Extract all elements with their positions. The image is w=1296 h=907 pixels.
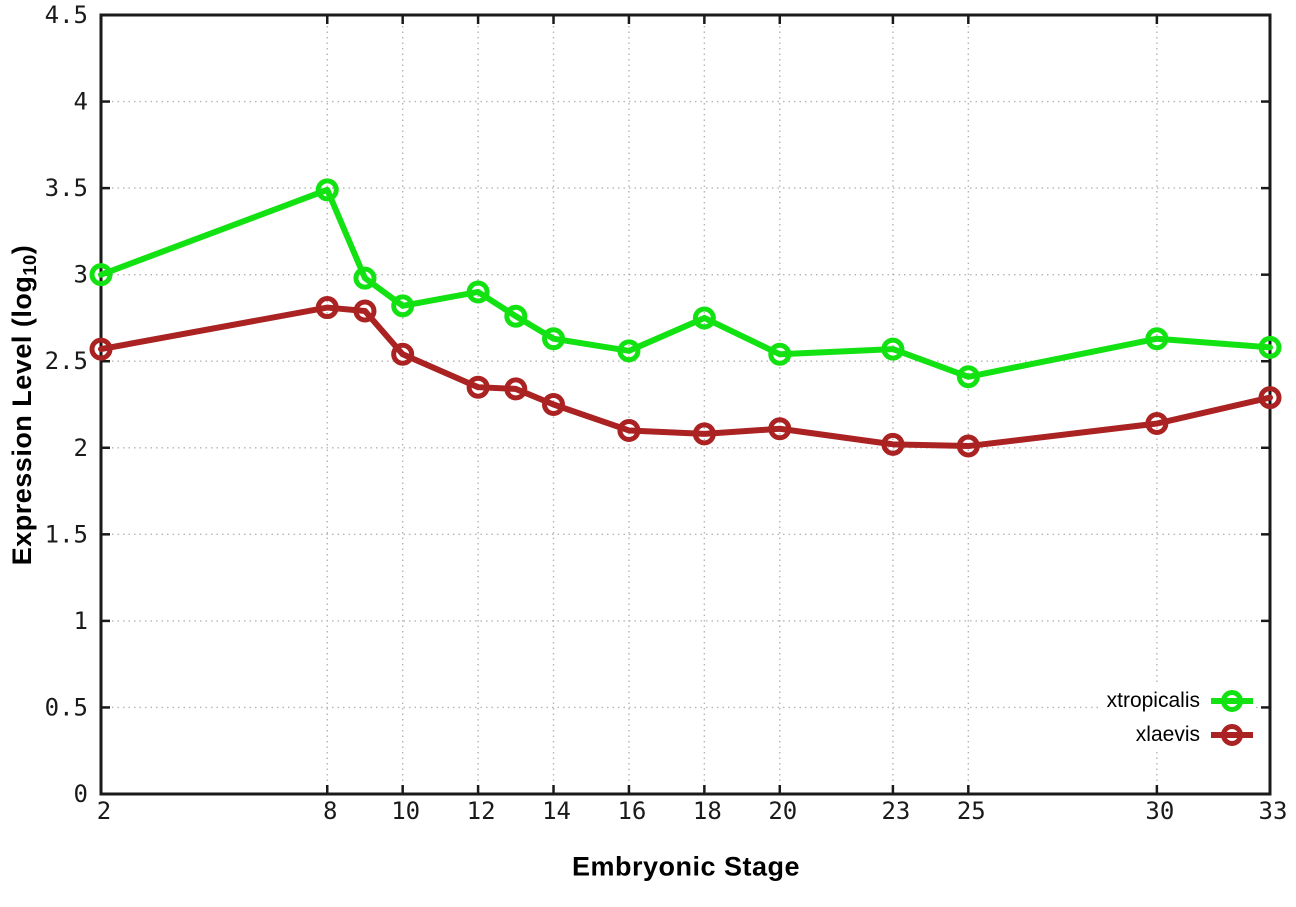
data-point-xlaevis bbox=[542, 393, 566, 416]
data-point-xtropicalis bbox=[881, 337, 905, 361]
data-point-xtropicalis bbox=[89, 263, 113, 287]
y-tick-label: 1.5 bbox=[45, 520, 88, 548]
y-axis-title: Expression Level (log10) bbox=[7, 245, 41, 566]
x-tick-label: 10 bbox=[391, 797, 420, 825]
data-point-xlaevis bbox=[692, 422, 716, 446]
x-tick-label: 8 bbox=[323, 797, 337, 825]
y-tick-label: 2 bbox=[74, 434, 88, 462]
legend: xtropicalis xlaevis bbox=[1100, 686, 1254, 750]
data-point-xlaevis bbox=[956, 434, 980, 458]
x-tick-label: 33 bbox=[1259, 797, 1288, 825]
data-point-xlaevis bbox=[391, 342, 415, 366]
legend-label-xtropicalis: xtropicalis bbox=[1106, 689, 1200, 712]
data-point-xtropicalis bbox=[1258, 335, 1282, 359]
y-axis-title-main: Expression Level (log bbox=[7, 275, 37, 566]
y-tick-label: 4 bbox=[74, 88, 88, 116]
y-tick-label: 3 bbox=[74, 261, 88, 289]
legend-marker-xtropicalis-icon bbox=[1211, 690, 1253, 712]
data-point-xtropicalis bbox=[466, 280, 490, 304]
data-point-xtropicalis bbox=[353, 266, 377, 290]
data-point-xlaevis bbox=[89, 337, 113, 361]
data-point-xlaevis bbox=[1145, 412, 1169, 436]
data-point-xtropicalis bbox=[542, 327, 566, 351]
data-point-xlaevis bbox=[1258, 386, 1282, 410]
data-point-xlaevis bbox=[881, 432, 905, 456]
legend-marker-xlaevis-icon bbox=[1211, 724, 1253, 746]
x-tick-label: 12 bbox=[467, 797, 496, 825]
y-axis-title-subscript: 10 bbox=[19, 254, 40, 276]
legend-item-xtropicalis: xtropicalis bbox=[1107, 686, 1254, 716]
series-line-xtropicalis bbox=[98, 186, 1273, 380]
data-point-xtropicalis bbox=[617, 339, 641, 363]
y-tick-label: 4.5 bbox=[45, 1, 88, 29]
data-point-xtropicalis bbox=[504, 304, 528, 328]
x-tick-label: 23 bbox=[881, 797, 910, 825]
data-point-xlaevis bbox=[466, 375, 490, 399]
data-point-xlaevis bbox=[504, 377, 528, 401]
x-tick-label: 18 bbox=[693, 797, 722, 825]
data-point-xtropicalis bbox=[391, 294, 415, 318]
y-axis-title-close: ) bbox=[7, 244, 37, 255]
x-tick-label: 25 bbox=[957, 797, 986, 825]
data-point-xlaevis bbox=[353, 299, 377, 323]
y-tick-label: 0 bbox=[74, 780, 88, 808]
y-tick-label: 0.5 bbox=[45, 693, 88, 721]
data-point-xtropicalis bbox=[692, 306, 716, 330]
x-tick-label: 20 bbox=[768, 797, 797, 825]
x-tick-label: 14 bbox=[542, 797, 571, 825]
data-point-xlaevis bbox=[315, 296, 339, 320]
x-tick-label: 16 bbox=[617, 797, 646, 825]
y-tick-label: 3.5 bbox=[45, 174, 88, 202]
data-point-xtropicalis bbox=[1145, 327, 1169, 351]
x-axis-title: Embryonic Stage bbox=[571, 851, 801, 882]
plot-border bbox=[99, 13, 1272, 796]
x-tick-label: 2 bbox=[97, 797, 111, 825]
y-tick-label: 1 bbox=[74, 607, 88, 635]
data-point-xlaevis bbox=[768, 417, 792, 441]
x-tick-label: 30 bbox=[1145, 797, 1174, 825]
data-point-xtropicalis bbox=[315, 178, 339, 202]
data-point-xlaevis bbox=[617, 418, 641, 442]
data-point-xtropicalis bbox=[956, 365, 980, 389]
y-tick-label: 2.5 bbox=[45, 347, 88, 375]
data-point-xtropicalis bbox=[768, 342, 792, 366]
legend-item-xlaevis: xlaevis bbox=[1107, 720, 1254, 750]
legend-label-xlaevis: xlaevis bbox=[1135, 723, 1200, 746]
